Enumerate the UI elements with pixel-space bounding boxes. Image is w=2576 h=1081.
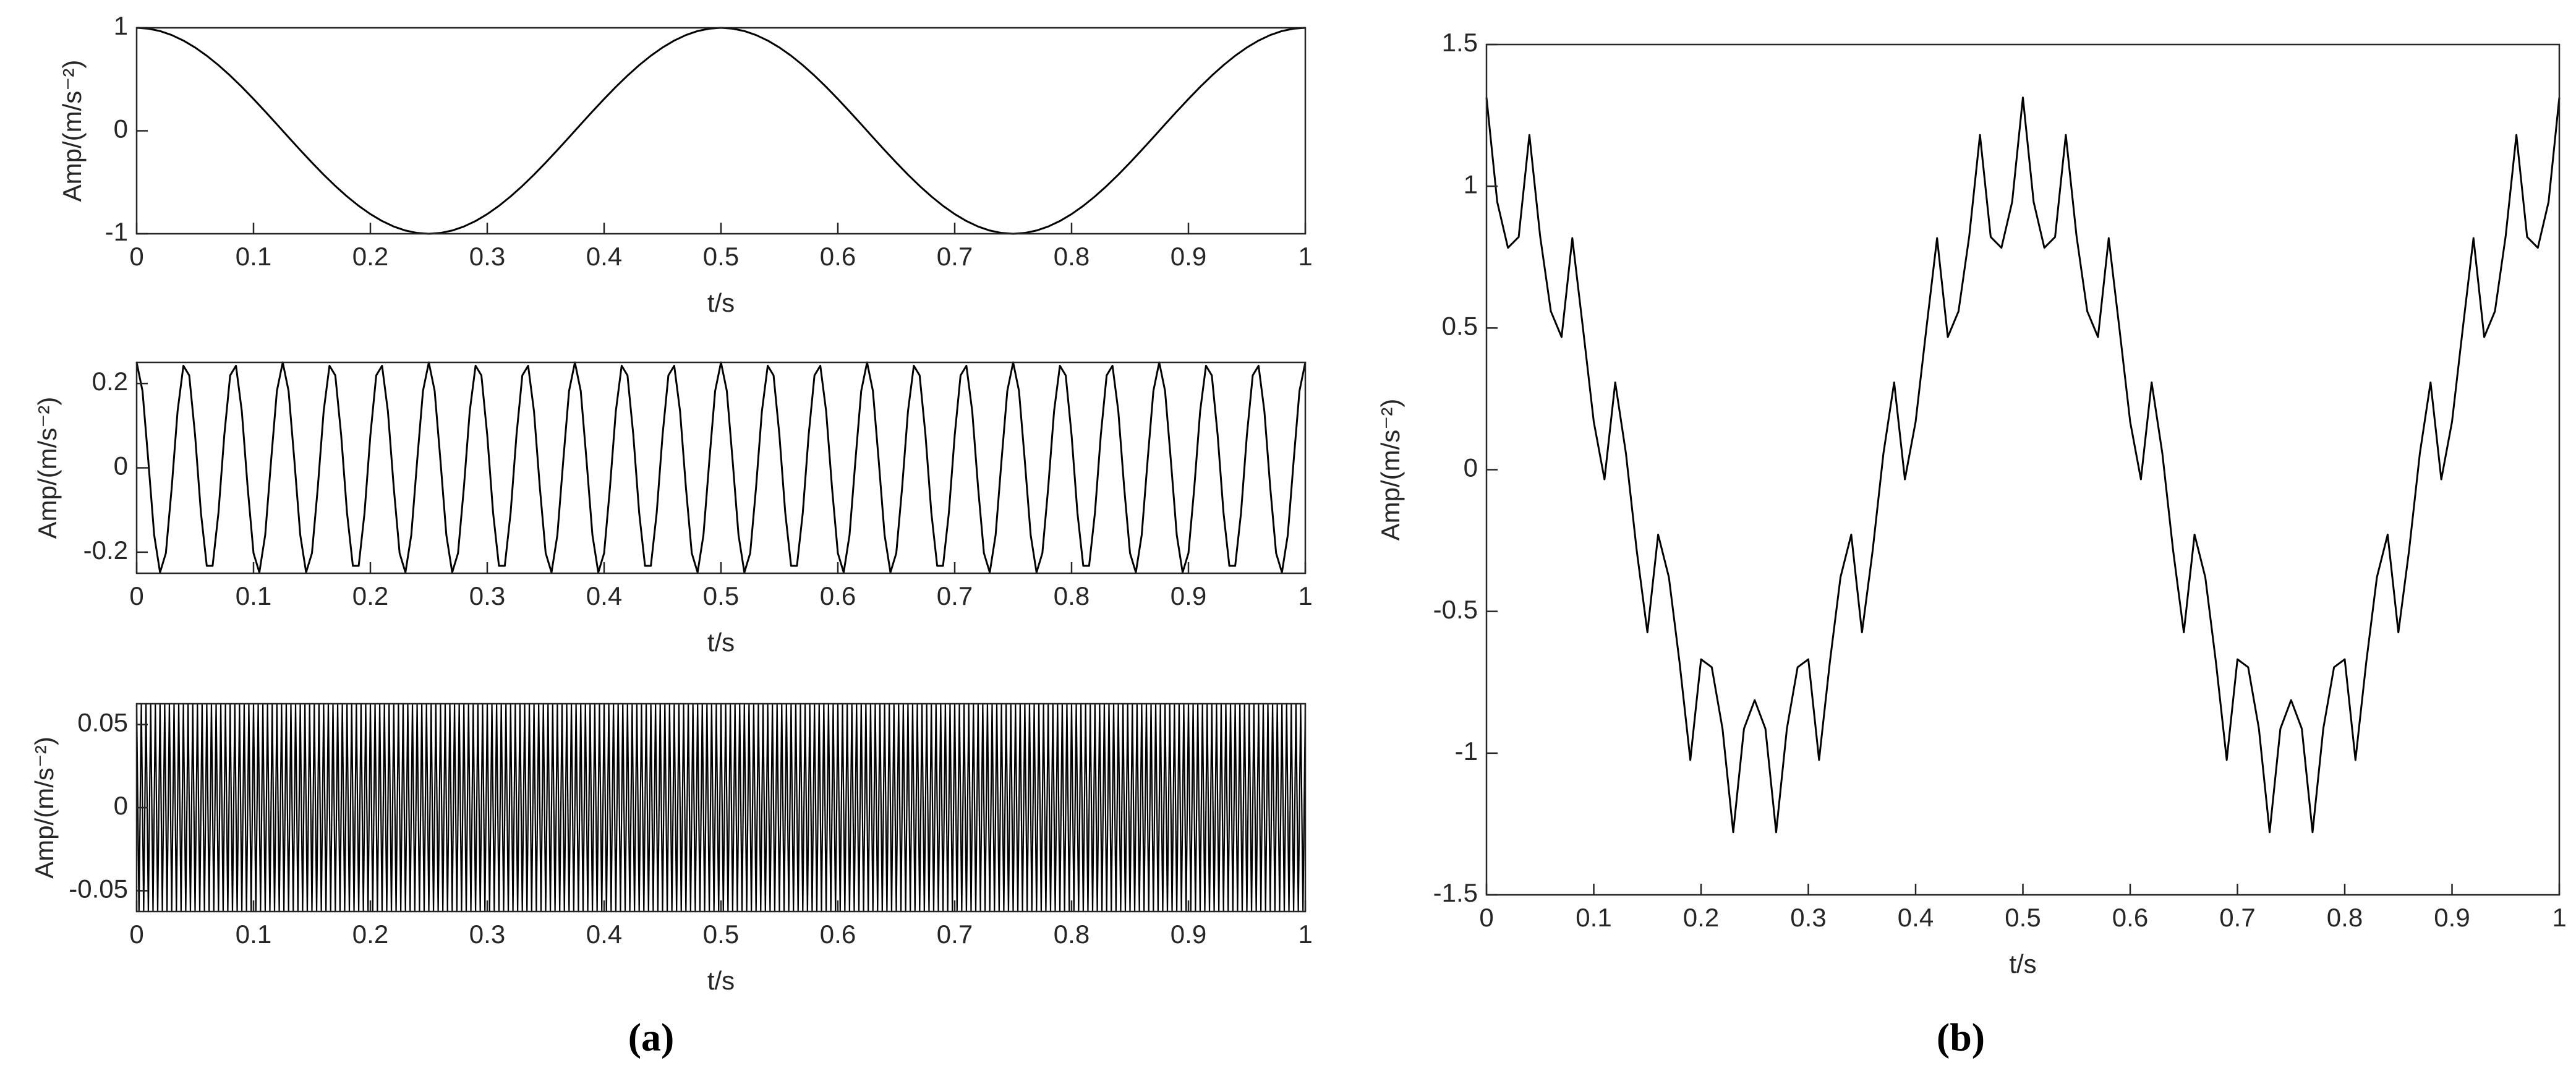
x-tick-label: 0.1 xyxy=(236,242,271,271)
y-tick-label: -1 xyxy=(1455,737,1478,766)
x-tick-label: 0.2 xyxy=(352,920,388,949)
y-tick-label: 1.5 xyxy=(1442,28,1478,57)
x-tick-label: 0.5 xyxy=(703,581,739,610)
x-tick-label: 0.5 xyxy=(703,242,739,271)
x-axis-label: t/s xyxy=(707,966,735,995)
plot-area xyxy=(1486,45,2559,895)
x-tick-label: 0.4 xyxy=(586,581,622,610)
y-tick-label: -0.05 xyxy=(69,874,128,903)
x-axis-label: t/s xyxy=(2009,949,2036,978)
y-tick-label: 1 xyxy=(1464,169,1478,199)
y-axis-label: Amp/(m/s⁻²) xyxy=(1376,399,1405,541)
x-tick-label: 0.4 xyxy=(586,920,622,949)
x-tick-label: 0 xyxy=(129,581,143,610)
x-tick-label: 0.7 xyxy=(2219,903,2255,932)
y-axis-label: Amp/(m/s⁻²) xyxy=(58,60,87,202)
y-axis-label: Amp/(m/s⁻²) xyxy=(33,397,62,539)
x-tick-label: 0.8 xyxy=(2327,903,2363,932)
x-tick-label: 0.3 xyxy=(469,242,505,271)
x-tick-label: 0.9 xyxy=(2434,903,2470,932)
x-tick-label: 0.4 xyxy=(586,242,622,271)
x-tick-label: 0.6 xyxy=(820,242,856,271)
x-tick-label: 0.6 xyxy=(2112,903,2148,932)
y-tick-label: 0 xyxy=(114,114,128,143)
x-tick-label: 0.1 xyxy=(236,581,271,610)
plot-area xyxy=(137,362,1305,573)
x-tick-label: 0.6 xyxy=(820,581,856,610)
panel-label: (a) xyxy=(628,1015,675,1059)
x-tick-label: 0.5 xyxy=(703,920,739,949)
y-tick-label: 0 xyxy=(1464,453,1478,482)
x-tick-label: 0.5 xyxy=(2005,903,2041,932)
x-tick-label: 0 xyxy=(129,242,143,271)
x-axis-label: t/s xyxy=(707,628,735,657)
y-tick-label: 1 xyxy=(114,11,128,40)
signal-line xyxy=(1485,96,2561,834)
x-tick-label: 0.7 xyxy=(937,920,973,949)
x-tick-label: 0.2 xyxy=(352,242,388,271)
x-tick-label: 1 xyxy=(1298,581,1312,610)
x-tick-label: 0.7 xyxy=(937,581,973,610)
y-tick-label: -0.2 xyxy=(83,536,128,565)
x-tick-label: 1 xyxy=(2552,903,2566,932)
x-tick-label: 0.7 xyxy=(937,242,973,271)
y-tick-label: 0 xyxy=(114,791,128,820)
x-tick-label: 0 xyxy=(129,920,143,949)
y-tick-label: 0.05 xyxy=(77,708,128,737)
x-tick-label: 0.1 xyxy=(1576,903,1611,932)
x-tick-label: 0.9 xyxy=(1171,581,1206,610)
x-tick-label: 0.6 xyxy=(820,920,856,949)
x-tick-label: 0.9 xyxy=(1171,920,1206,949)
x-tick-label: 0.4 xyxy=(1898,903,1934,932)
x-tick-label: 0.2 xyxy=(352,581,388,610)
x-tick-label: 0.8 xyxy=(1054,920,1090,949)
y-tick-label: -0.5 xyxy=(1433,595,1478,624)
y-axis-label: Amp/(m/s⁻²) xyxy=(30,737,59,879)
y-tick-label: 0.5 xyxy=(1442,311,1478,340)
x-tick-label: 0.1 xyxy=(236,920,271,949)
x-tick-label: 0.3 xyxy=(469,581,505,610)
x-tick-label: 0.8 xyxy=(1054,581,1090,610)
plot-area xyxy=(137,28,1305,234)
x-tick-label: 1 xyxy=(1298,920,1312,949)
y-tick-label: -1.5 xyxy=(1433,878,1478,907)
y-tick-label: -1 xyxy=(105,217,128,246)
y-tick-label: 0.2 xyxy=(92,367,128,396)
x-tick-label: 0 xyxy=(1479,903,1493,932)
x-tick-label: 1 xyxy=(1298,242,1312,271)
x-axis-label: t/s xyxy=(707,288,735,317)
panel-label: (b) xyxy=(1937,1015,1985,1059)
x-tick-label: 0.8 xyxy=(1054,242,1090,271)
x-tick-label: 0.9 xyxy=(1171,242,1206,271)
x-tick-label: 0.3 xyxy=(469,920,505,949)
x-tick-label: 0.2 xyxy=(1683,903,1719,932)
x-tick-label: 0.3 xyxy=(1790,903,1826,932)
y-tick-label: 0 xyxy=(114,451,128,481)
